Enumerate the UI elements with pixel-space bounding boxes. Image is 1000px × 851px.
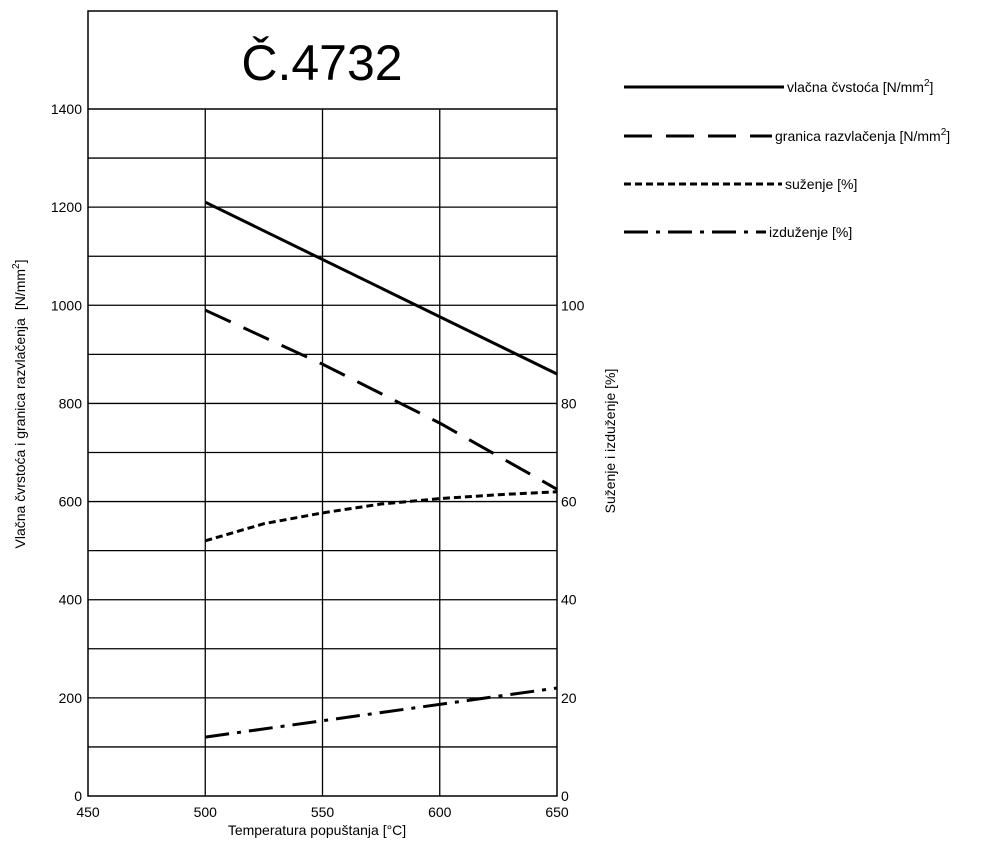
legend-label-close: ] (946, 128, 950, 144)
y-left-tick-label: 200 (59, 690, 83, 706)
y-right-axis-title: Suženje i izduženje [%] (602, 369, 618, 514)
y-left-axis-title: Vlačna čvrstoća i granica razvlačenja [N/… (11, 259, 28, 548)
y-right-tick-label: 0 (561, 788, 569, 804)
tick-labels: 450 500 550 600 6500200400600800100012001400… (51, 101, 585, 820)
legend-label-2: granica razvlačenja [N/mm2] (775, 127, 950, 144)
x-tick-label: 600 (428, 804, 452, 820)
legend-label-sup: 2 (941, 127, 947, 138)
y-right-tick-label: 40 (561, 592, 577, 608)
legend-label-4: izduženje [%] (769, 224, 852, 240)
y-left-axis-unit-sup: 2 (11, 263, 22, 269)
legend: vlačna čvstoća [N/mm2]granica razvlačenj… (624, 78, 950, 240)
x-tick-label: 550 (311, 804, 335, 820)
y-right-tick-label: 60 (561, 494, 577, 510)
series-line-4 (205, 686, 558, 739)
y-left-axis-unit: [N/mm (12, 269, 28, 310)
y-right-tick-label: 20 (561, 690, 577, 706)
x-axis-title: Temperatura popuštanja [°C] (228, 822, 406, 838)
legend-label-text: suženje [%] (785, 176, 857, 192)
legend-label-3: suženje [%] (785, 176, 857, 192)
chart-title: Č.4732 (241, 35, 402, 91)
legend-label-close: ] (930, 79, 934, 95)
x-tick-label: 450 (76, 804, 100, 820)
series-line-2 (204, 308, 558, 491)
y-left-tick-label: 0 (74, 788, 82, 804)
series-line-3 (204, 490, 558, 543)
x-tick-label: 650 (545, 804, 569, 820)
y-left-tick-label: 1200 (51, 199, 82, 215)
legend-label-1: vlačna čvstoća [N/mm2] (787, 78, 933, 95)
series-layer (204, 200, 558, 739)
y-left-tick-label: 1000 (51, 297, 82, 313)
legend-label-text: izduženje [%] (769, 224, 852, 240)
legend-label-text: vlačna čvstoća [N/mm (787, 79, 924, 95)
legend-label-sup: 2 (924, 78, 930, 89)
y-left-axis-label: Vlačna čvrstoća i granica razvlačenja (12, 318, 28, 549)
y-left-tick-label: 400 (59, 592, 83, 608)
y-left-tick-label: 800 (59, 395, 83, 411)
grid (87, 10, 558, 797)
y-right-tick-label: 80 (561, 395, 577, 411)
series-line-1 (204, 200, 558, 376)
y-right-tick-label: 100 (561, 297, 585, 313)
x-tick-label: 500 (194, 804, 218, 820)
y-left-axis-unit-close: ] (12, 259, 28, 263)
y-left-tick-label: 1400 (51, 101, 82, 117)
legend-label-text: granica razvlačenja [N/mm (775, 128, 941, 144)
y-left-tick-label: 600 (59, 494, 83, 510)
